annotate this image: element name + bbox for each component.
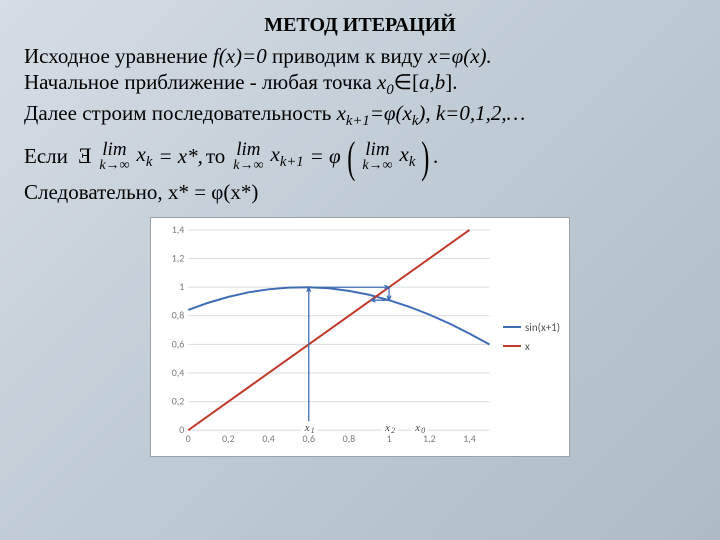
m1-eq1: = x*,	[158, 144, 203, 169]
svg-text:0,8: 0,8	[172, 310, 185, 322]
t-l1c: приводим к виду	[267, 44, 428, 68]
svg-text:1,2: 1,2	[172, 252, 185, 264]
t-l3b: x	[337, 101, 346, 125]
t-l2c: ∈[	[394, 70, 419, 94]
t-l1a: Исходное уравнение	[24, 44, 213, 68]
paren-left-icon: (	[347, 138, 355, 178]
t-l1d: x=φ(x).	[428, 44, 492, 68]
t-l2e: ].	[445, 70, 457, 94]
t-l2bsub: 0	[386, 82, 393, 98]
plot-area: 00,20,40,60,811,21,400,20,40,60,811,21,4…	[157, 224, 497, 450]
m2-pre: Следовательно,	[24, 180, 168, 204]
lim-3-bot: k→∞	[362, 159, 392, 173]
m1-to: то	[206, 144, 225, 169]
lim-2-top: lim	[236, 140, 260, 159]
t-l3a: Далее строим последовательность	[24, 101, 337, 125]
t-l1b: f(x)=0	[213, 44, 267, 68]
t-l3c: =φ(x	[370, 101, 412, 125]
exists-icon: E	[78, 143, 91, 169]
svg-text:2: 2	[391, 426, 395, 435]
lim-1-top: lim	[102, 140, 126, 159]
svg-text:x: x	[304, 422, 310, 434]
svg-text:x: x	[384, 422, 390, 434]
svg-text:1,4: 1,4	[172, 224, 185, 236]
legend-item: sin(x+1)	[503, 321, 563, 334]
t-l3bsub: k+1	[346, 113, 370, 129]
m1-xk3: xk	[400, 142, 416, 171]
m1-xk: xk	[137, 142, 153, 171]
m1-dot: .	[433, 144, 438, 169]
lim-1: lim k→∞	[99, 140, 129, 173]
lim-1-bot: k→∞	[99, 159, 129, 173]
m1-eq2: = φ	[310, 144, 341, 169]
svg-text:x: x	[414, 422, 420, 434]
intro-paragraph: Исходное уравнение f(x)=0 приводим к вид…	[0, 37, 720, 130]
svg-text:0,6: 0,6	[172, 338, 185, 350]
plot-svg: 00,20,40,60,811,21,400,20,40,60,811,21,4…	[157, 224, 497, 450]
t-l2a: Начальное приближение - любая точка	[24, 70, 377, 94]
t-l3d: ), k=0,1,2,…	[418, 101, 525, 125]
page-title: МЕТОД ИТЕРАЦИЙ	[0, 0, 720, 37]
svg-text:0: 0	[186, 433, 191, 445]
t-l2d: a,b	[419, 70, 445, 94]
svg-text:0: 0	[179, 424, 184, 436]
svg-text:1,4: 1,4	[463, 433, 476, 445]
svg-text:0: 0	[421, 426, 425, 435]
svg-text:1: 1	[179, 281, 184, 293]
math-line-2: Следовательно, x* = φ(x*)	[0, 176, 720, 211]
legend: sin(x+1) x	[497, 224, 563, 450]
iteration-chart: 00,20,40,60,811,21,400,20,40,60,811,21,4…	[150, 217, 570, 457]
lim-3: lim k→∞	[362, 140, 392, 173]
t-l2b: x	[377, 70, 386, 94]
svg-text:1: 1	[311, 426, 315, 435]
m1-xk1: xk+1	[271, 142, 304, 171]
paren-right-icon: )	[422, 138, 430, 178]
svg-text:0,2: 0,2	[222, 433, 235, 445]
legend-item: x	[503, 340, 563, 353]
math-line-1: Если E lim k→∞ xk = x*, то lim k→∞ xk+1 …	[0, 130, 720, 176]
svg-text:0,2: 0,2	[172, 396, 185, 408]
lim-2-bot: k→∞	[233, 159, 263, 173]
m1-if: Если	[24, 144, 68, 169]
lim-2: lim k→∞	[233, 140, 263, 173]
svg-text:0,4: 0,4	[172, 367, 185, 379]
m2-eq: x* = φ(x*)	[168, 180, 258, 204]
lim-3-top: lim	[365, 140, 389, 159]
svg-text:0,4: 0,4	[262, 433, 275, 445]
svg-text:0,8: 0,8	[343, 433, 356, 445]
